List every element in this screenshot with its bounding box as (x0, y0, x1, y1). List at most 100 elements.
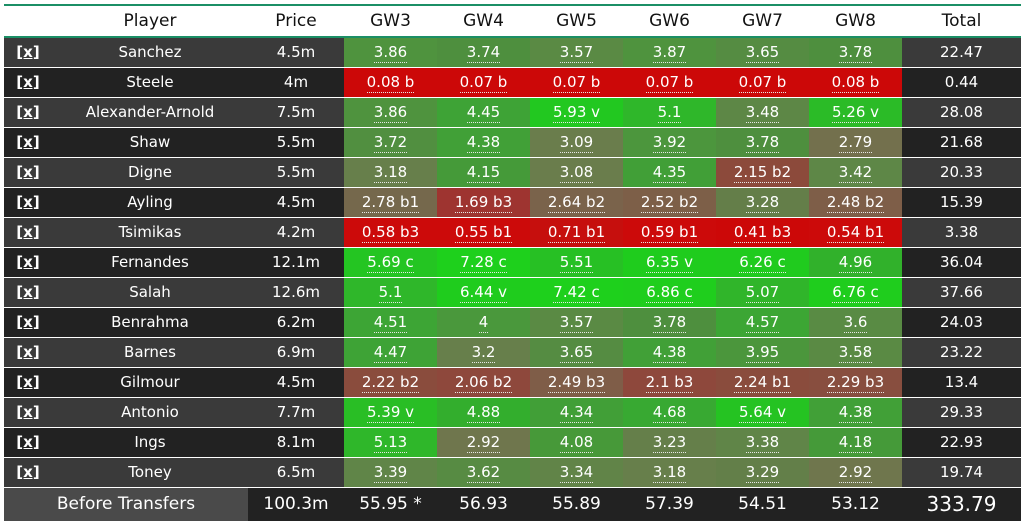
gw-points-value[interactable]: 3.87 (652, 43, 687, 64)
gw-points-value[interactable]: 2.64 b2 (547, 193, 606, 213)
gw-points-value[interactable]: 5.69 c (367, 253, 414, 273)
gw-points-value[interactable]: 4 (478, 313, 489, 333)
gw-points-value[interactable]: 3.78 (652, 313, 687, 333)
remove-player-button[interactable]: [x] (4, 397, 52, 428)
gw-points-value[interactable]: 4.08 (559, 433, 594, 453)
gw-points-value[interactable]: 3.58 (838, 343, 873, 363)
remove-player-button[interactable]: [x] (4, 247, 52, 278)
remove-player-button[interactable]: [x] (4, 217, 52, 248)
gw-points-value[interactable]: 0.07 b (645, 73, 694, 93)
gw-points-value[interactable]: 2.29 b3 (826, 373, 885, 393)
gw-points-value[interactable]: 4.18 (838, 433, 873, 453)
gw-points-value[interactable]: 4.45 (466, 103, 501, 123)
remove-player-button[interactable]: [x] (4, 157, 52, 188)
remove-player-button[interactable]: [x] (4, 67, 52, 98)
gw-points-value[interactable]: 4.68 (652, 403, 687, 423)
gw-points-value[interactable]: 4.35 (652, 163, 687, 183)
col-header-total[interactable]: Total (902, 4, 1021, 38)
gw-points-value[interactable]: 0.08 b (366, 73, 415, 93)
gw-points-value[interactable]: 5.39 v (366, 403, 415, 423)
gw-points-value[interactable]: 6.76 c (832, 283, 879, 303)
col-header-gw5[interactable]: GW5 (530, 4, 623, 38)
gw-points-value[interactable]: 2.06 b2 (454, 373, 513, 393)
gw-points-value[interactable]: 3.74 (466, 43, 501, 64)
remove-player-button[interactable]: [x] (4, 457, 52, 488)
gw-points-value[interactable]: 3.34 (559, 463, 594, 483)
gw-points-value[interactable]: 3.18 (652, 463, 687, 483)
gw-points-value[interactable]: 4.38 (652, 343, 687, 363)
gw-points-value[interactable]: 3.08 (559, 163, 594, 183)
gw-points-value[interactable]: 3.65 (745, 43, 780, 64)
gw-points-value[interactable]: 5.07 (745, 283, 780, 303)
gw-points-value[interactable]: 1.69 b3 (454, 193, 513, 213)
gw-points-value[interactable]: 3.65 (559, 343, 594, 363)
col-header-gw7[interactable]: GW7 (716, 4, 809, 38)
gw-points-value[interactable]: 0.58 b3 (361, 223, 420, 243)
col-header-gw4[interactable]: GW4 (437, 4, 530, 38)
gw-points-value[interactable]: 2.15 b2 (733, 163, 792, 183)
gw-points-value[interactable]: 4.38 (466, 133, 501, 153)
gw-points-value[interactable]: 2.48 b2 (826, 193, 885, 213)
gw-points-value[interactable]: 2.92 (838, 463, 873, 483)
gw-points-value[interactable]: 7.28 c (460, 253, 507, 273)
gw-points-value[interactable]: 3.18 (373, 163, 408, 183)
gw-points-value[interactable]: 3.78 (838, 43, 873, 64)
gw-points-value[interactable]: 0.07 b (738, 73, 787, 93)
gw-points-value[interactable]: 4.57 (745, 313, 780, 333)
remove-player-button[interactable]: [x] (4, 337, 52, 368)
gw-points-value[interactable]: 2.1 b3 (645, 373, 694, 393)
gw-points-value[interactable]: 3.2 (471, 343, 496, 363)
gw-points-value[interactable]: 4.51 (373, 313, 408, 333)
gw-points-value[interactable]: 4.47 (373, 343, 408, 363)
col-header-gw6[interactable]: GW6 (623, 4, 716, 38)
gw-points-value[interactable]: 3.95 (745, 343, 780, 363)
gw-points-value[interactable]: 4.38 (838, 403, 873, 423)
col-header-gw3[interactable]: GW3 (344, 4, 437, 38)
col-header-gw8[interactable]: GW8 (809, 4, 902, 38)
gw-points-value[interactable]: 5.64 v (738, 403, 787, 423)
gw-points-value[interactable]: 0.54 b1 (826, 223, 885, 243)
gw-points-value[interactable]: 6.35 v (645, 253, 694, 273)
gw-points-value[interactable]: 3.57 (559, 313, 594, 333)
gw-points-value[interactable]: 3.48 (745, 103, 780, 123)
col-header-price[interactable]: Price (248, 4, 344, 38)
gw-points-value[interactable]: 5.1 (378, 283, 403, 303)
gw-points-value[interactable]: 3.28 (745, 193, 780, 213)
gw-points-value[interactable]: 5.1 (657, 103, 682, 123)
gw-points-value[interactable]: 3.86 (373, 103, 408, 123)
gw-points-value[interactable]: 3.38 (745, 433, 780, 453)
gw-points-value[interactable]: 3.57 (559, 43, 594, 64)
gw-points-value[interactable]: 3.86 (373, 43, 408, 64)
gw-points-value[interactable]: 5.13 (373, 433, 408, 453)
gw-points-value[interactable]: 5.26 v (831, 103, 880, 123)
remove-player-button[interactable]: [x] (4, 367, 52, 398)
gw-points-value[interactable]: 3.09 (559, 133, 594, 153)
gw-points-value[interactable]: 0.07 b (552, 73, 601, 93)
gw-points-value[interactable]: 3.29 (745, 463, 780, 483)
gw-points-value[interactable]: 4.34 (559, 403, 594, 423)
remove-player-button[interactable]: [x] (4, 307, 52, 338)
gw-points-value[interactable]: 2.24 b1 (733, 373, 792, 393)
gw-points-value[interactable]: 2.49 b3 (547, 373, 606, 393)
gw-points-value[interactable]: 3.72 (373, 133, 408, 153)
gw-points-value[interactable]: 6.86 c (646, 283, 693, 303)
remove-player-button[interactable]: [x] (4, 127, 52, 158)
gw-points-value[interactable]: 7.42 c (553, 283, 600, 303)
gw-points-value[interactable]: 2.22 b2 (361, 373, 420, 393)
gw-points-value[interactable]: 3.78 (745, 133, 780, 153)
gw-points-value[interactable]: 0.07 b (459, 73, 508, 93)
gw-points-value[interactable]: 0.71 b1 (547, 223, 606, 243)
gw-points-value[interactable]: 3.62 (466, 463, 501, 483)
gw-points-value[interactable]: 5.93 v (552, 103, 601, 123)
gw-points-value[interactable]: 0.41 b3 (733, 223, 792, 243)
remove-player-button[interactable]: [x] (4, 277, 52, 308)
gw-points-value[interactable]: 2.79 (838, 133, 873, 153)
gw-points-value[interactable]: 2.52 b2 (640, 193, 699, 213)
remove-player-button[interactable]: [x] (4, 187, 52, 218)
gw-points-value[interactable]: 4.15 (466, 163, 501, 183)
gw-points-value[interactable]: 6.44 v (459, 283, 508, 303)
gw-points-value[interactable]: 4.96 (838, 253, 873, 273)
gw-points-value[interactable]: 3.39 (373, 463, 408, 483)
gw-points-value[interactable]: 6.26 c (739, 253, 786, 273)
gw-points-value[interactable]: 3.6 (843, 313, 868, 333)
